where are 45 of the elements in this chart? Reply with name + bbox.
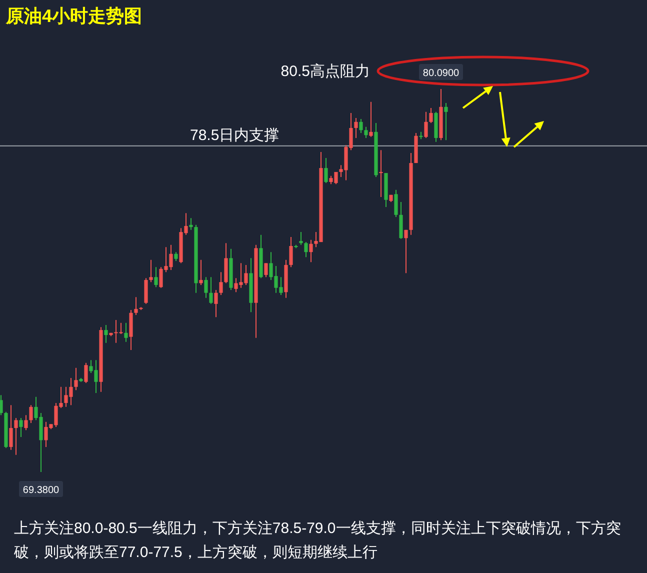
candlestick <box>304 242 308 258</box>
candlestick <box>399 202 403 240</box>
annotation: 80.0900 <box>422 68 460 79</box>
ref-line-label: 78.5日内支撑 <box>190 126 280 144</box>
chart-title: 原油4小时走势图 <box>5 6 142 26</box>
candlestick <box>199 259 203 286</box>
candlestick <box>404 229 408 274</box>
candlestick <box>149 259 153 283</box>
candlestick <box>154 266 158 288</box>
candlestick <box>19 418 23 438</box>
candlestick <box>134 296 138 316</box>
candlestick <box>359 118 363 134</box>
text: 80.5高点阻力 <box>280 63 370 80</box>
candlestick <box>0 394 3 416</box>
candlestick <box>264 262 268 278</box>
candlestick <box>209 276 213 304</box>
candlestick <box>9 404 13 450</box>
candlestick <box>204 276 208 298</box>
candlestick <box>444 102 448 141</box>
candlestick <box>289 236 293 268</box>
candlestick <box>324 158 328 184</box>
annotation: 69.3800 <box>22 485 60 496</box>
candlestick <box>144 278 148 304</box>
candlestick <box>224 242 228 284</box>
candlestick <box>124 322 128 342</box>
candlestick <box>189 218 193 230</box>
candlestick <box>214 289 218 318</box>
candlestick <box>429 107 433 124</box>
candlestick <box>104 324 108 344</box>
candlestick <box>309 239 313 263</box>
candlestick <box>354 117 358 138</box>
candlestick <box>299 232 303 246</box>
candlestick <box>219 272 223 296</box>
candlestick <box>394 189 398 218</box>
candlestick <box>369 101 373 138</box>
candlestick <box>364 126 368 138</box>
candlestick <box>24 414 28 431</box>
text: 上方关注80.0-80.5一线阻力，下方关注78.5-79.0一线支撑，同时关注上下突破情况，下方突破，则或将跌至77.0-77.5，上方突破，则短期继续上行 <box>14 519 622 563</box>
candlestick <box>74 367 78 391</box>
candlestick <box>29 404 33 424</box>
candlestick <box>379 150 383 198</box>
candlestick <box>424 111 428 138</box>
candlestick <box>129 310 133 351</box>
candlestick <box>84 362 88 384</box>
candlestick <box>14 418 18 456</box>
